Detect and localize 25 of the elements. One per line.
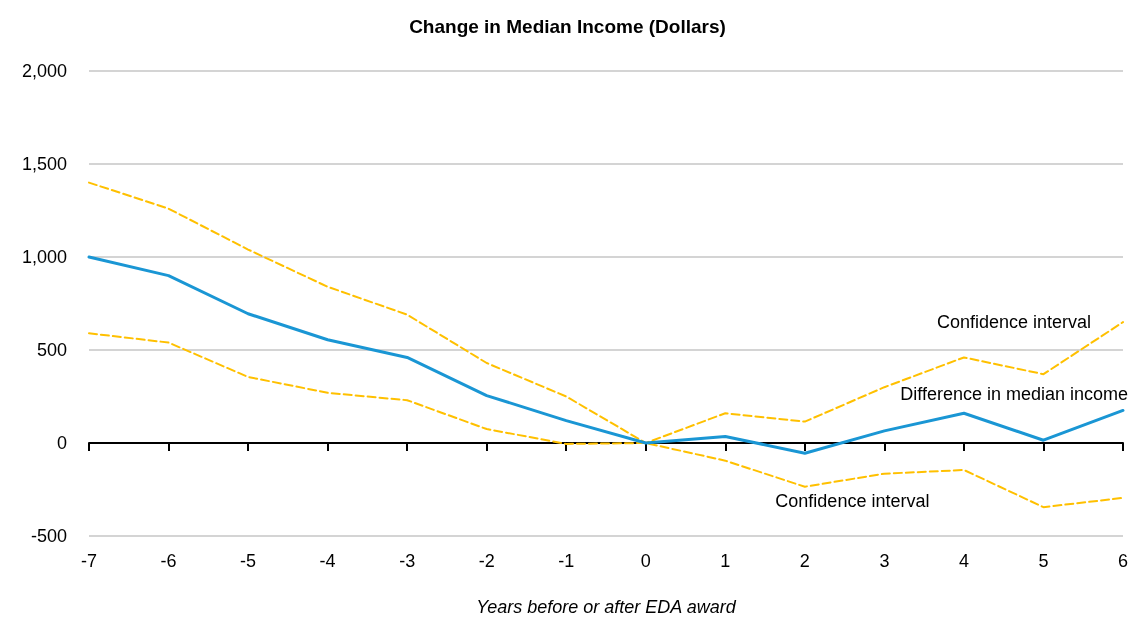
y-tick-label: 1,500 <box>21 154 67 174</box>
y-tick-label: 2,000 <box>21 61 67 81</box>
x-tick-label: 0 <box>640 551 651 571</box>
series-label: Confidence interval <box>775 491 930 511</box>
x-tick-label: -7 <box>80 551 98 571</box>
series-label: Confidence interval <box>936 312 1091 333</box>
x-tick-label: 6 <box>1117 551 1129 571</box>
x-tick-label: -2 <box>478 551 495 571</box>
x-tick-label: -4 <box>319 551 336 571</box>
x-tick-label: 4 <box>958 551 969 571</box>
x-tick-label: -3 <box>399 551 416 571</box>
y-tick-label: -500 <box>30 526 67 546</box>
x-tick-label: 2 <box>799 551 810 571</box>
x-tick-label: 3 <box>879 551 890 571</box>
y-tick-label: 0 <box>56 433 67 453</box>
x-axis-title: Years before or after EDA award <box>476 597 737 617</box>
x-tick-label: -5 <box>240 551 257 571</box>
chart-title: Change in Median Income (Dollars) <box>409 16 726 37</box>
series-label: Difference in median income <box>900 384 1128 405</box>
x-tick-label: -6 <box>160 551 177 571</box>
x-tick-label: 5 <box>1038 551 1049 571</box>
x-tick-label: 1 <box>720 551 731 571</box>
y-tick-label: 500 <box>36 340 67 360</box>
x-tick-label: -1 <box>558 551 575 571</box>
y-tick-label: 1,000 <box>21 247 67 267</box>
